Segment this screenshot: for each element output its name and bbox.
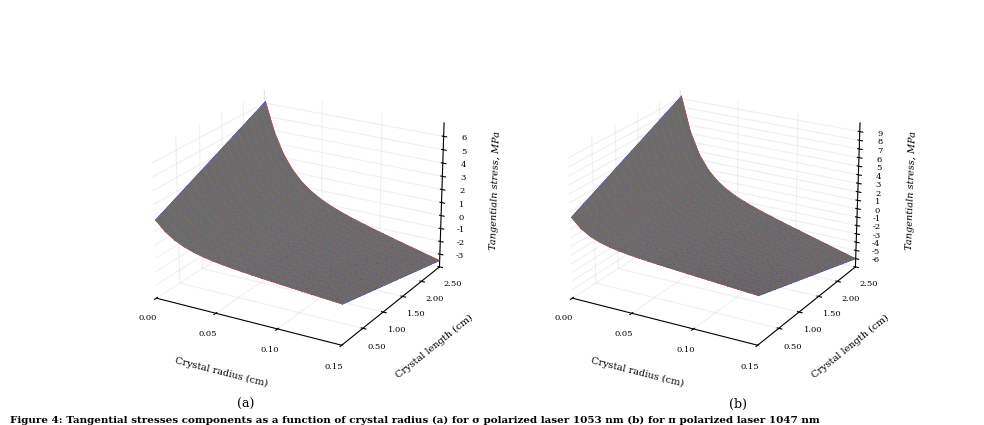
X-axis label: Crystal radius (cm): Crystal radius (cm) bbox=[590, 356, 685, 388]
Text: Figure 4: Tangential stresses components as a function of crystal radius (a) for: Figure 4: Tangential stresses components… bbox=[10, 416, 820, 425]
Text: (a): (a) bbox=[237, 398, 255, 411]
Text: (b): (b) bbox=[729, 398, 747, 411]
X-axis label: Crystal radius (cm): Crystal radius (cm) bbox=[174, 356, 269, 388]
Y-axis label: Crystal length (cm): Crystal length (cm) bbox=[394, 313, 474, 380]
Y-axis label: Crystal length (cm): Crystal length (cm) bbox=[810, 313, 891, 380]
